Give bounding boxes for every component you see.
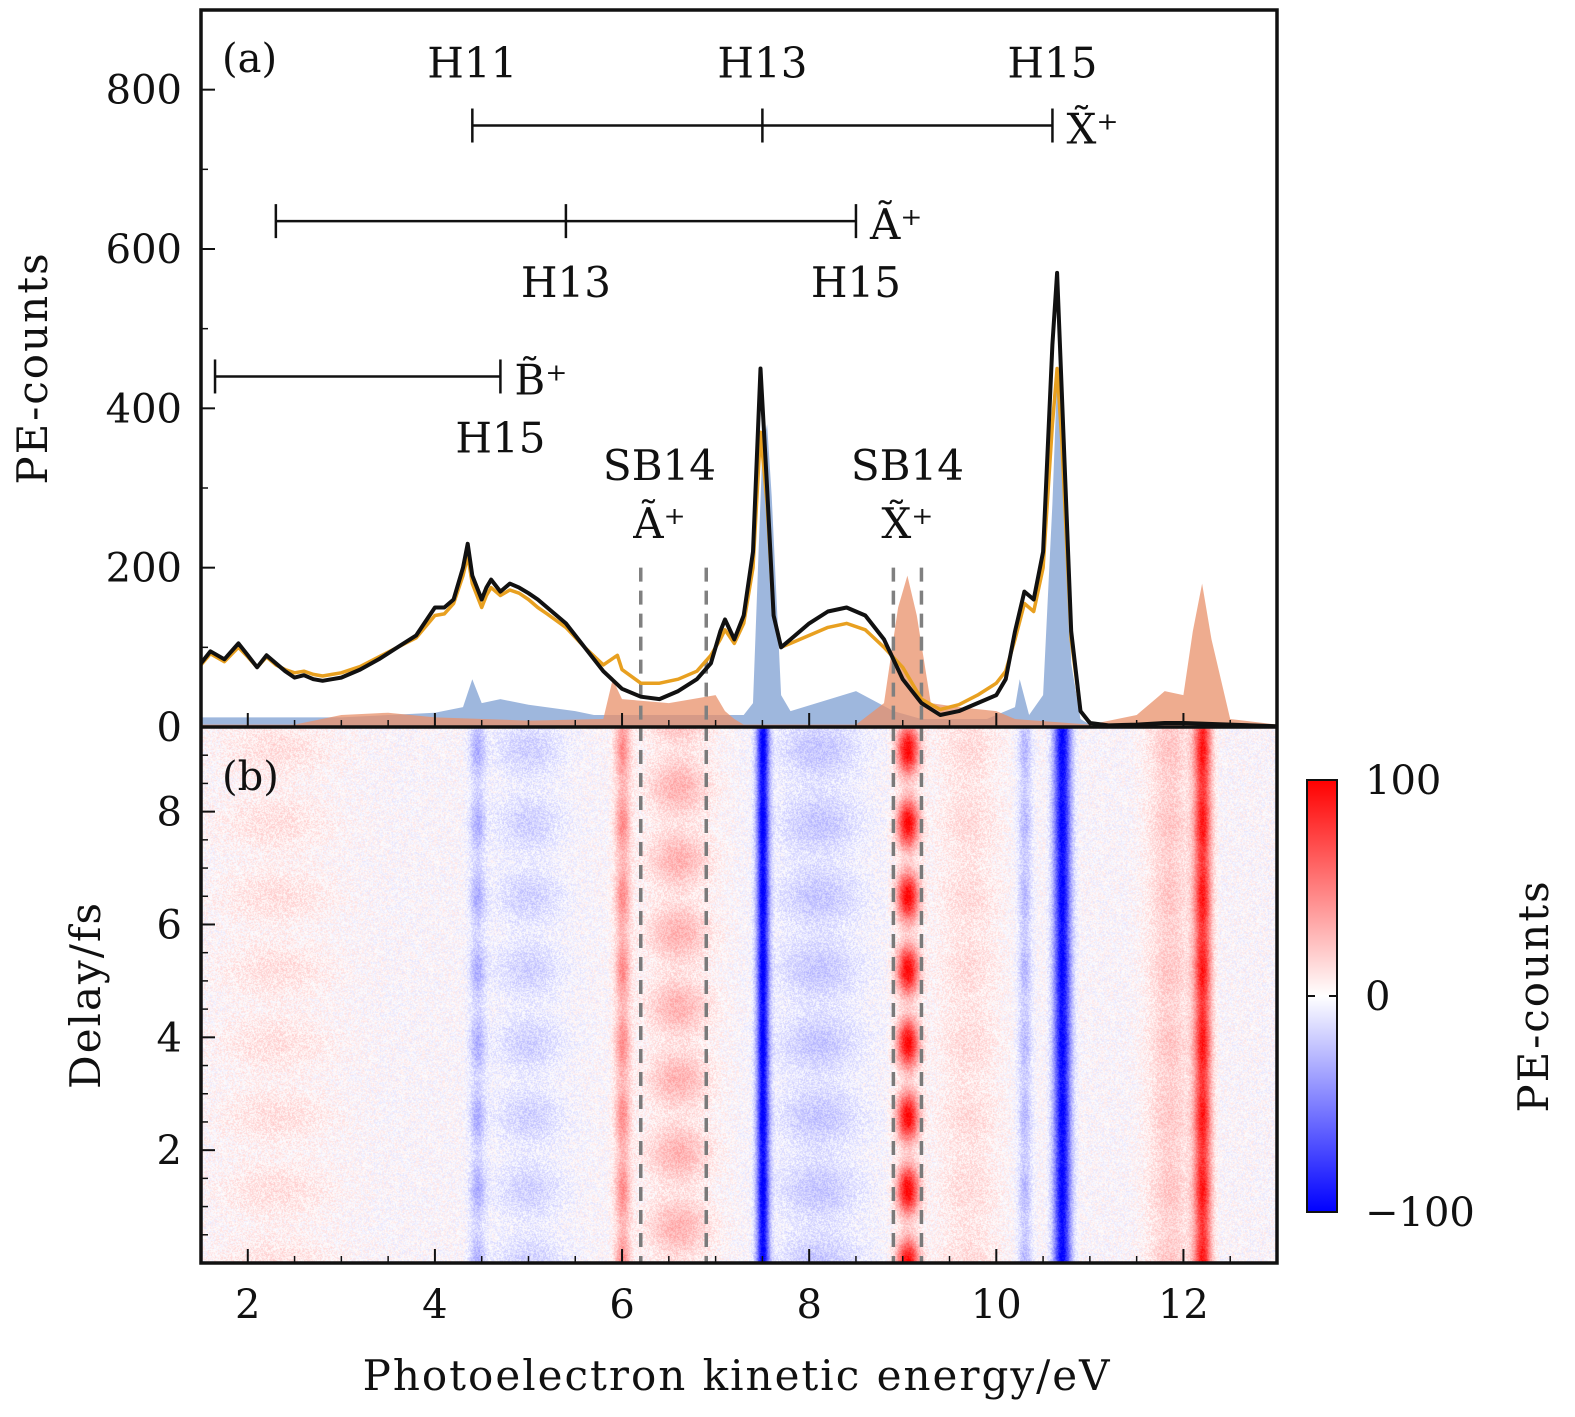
harmonic-label: H15 xyxy=(811,258,901,307)
ladder-state-label: Ã⁺ xyxy=(869,199,923,249)
x-tick-label: 12 xyxy=(1158,1282,1209,1328)
heatmap-canvas xyxy=(201,727,1277,1263)
area-0 xyxy=(201,376,1277,727)
y-tick-label-b: 8 xyxy=(157,790,182,836)
outer-frame xyxy=(199,8,1279,1265)
colorbar-tick-label: −100 xyxy=(1365,1190,1475,1236)
y-tick-label-b: 4 xyxy=(157,1015,182,1061)
harmonic-label: H15 xyxy=(455,413,545,462)
y-tick-label-a: 800 xyxy=(106,68,182,114)
sideband-state-label: X̃⁺ xyxy=(881,498,933,548)
y-tick-label-a: 200 xyxy=(106,546,182,592)
harmonic-label: H13 xyxy=(717,39,807,88)
y-tick-label-a: 0 xyxy=(157,705,182,751)
x-tick-label: 6 xyxy=(609,1282,634,1328)
harmonic-label: H13 xyxy=(521,258,611,307)
colorbar-tick-label: 100 xyxy=(1365,758,1441,804)
y-axis-label-b: Delay/fs xyxy=(61,901,110,1089)
area-1 xyxy=(201,575,1277,727)
sideband-state-label: Ã⁺ xyxy=(632,498,686,548)
x-tick-label: 4 xyxy=(422,1282,447,1328)
y-axis-label-a: PE-counts xyxy=(8,251,57,484)
harmonic-label: H11 xyxy=(427,39,517,88)
panel-b-label: (b) xyxy=(222,754,279,800)
x-axis-label: Photoelectron kinetic energy/eV xyxy=(363,1351,1112,1400)
y-tick-label-b: 6 xyxy=(157,902,182,948)
y-tick-label-a: 400 xyxy=(106,386,182,432)
y-tick-label-a: 600 xyxy=(106,227,182,273)
ladder-state-label: X̃⁺ xyxy=(1066,104,1118,154)
sideband-label: SB14 xyxy=(603,441,716,490)
colorbar-tick-label: 0 xyxy=(1365,974,1390,1020)
heatmap-panel xyxy=(201,727,1277,1263)
series-line-0 xyxy=(201,270,1277,727)
x-tick-label: 2 xyxy=(235,1282,260,1328)
ladder-state-label: B̃⁺ xyxy=(514,355,567,405)
x-tick-label: 10 xyxy=(971,1282,1022,1328)
sideband-label: SB14 xyxy=(851,441,964,490)
panel-a-label: (a) xyxy=(222,36,277,82)
series-line-1 xyxy=(201,366,1277,727)
colorbar: 100 0 −100 PE-counts xyxy=(1306,758,1558,1236)
harmonic-label: H15 xyxy=(1007,39,1097,88)
colorbar-label: PE-counts xyxy=(1509,879,1558,1112)
spectrum-panel: X̃⁺ H11 H13 H15 Ã⁺ H13 H15 B̃⁺ H15 SB14 Ã⁺ SB14 X̃⁺ xyxy=(201,39,1277,727)
y-tick-label-b: 2 xyxy=(157,1128,182,1174)
x-tick-label: 8 xyxy=(796,1282,821,1328)
